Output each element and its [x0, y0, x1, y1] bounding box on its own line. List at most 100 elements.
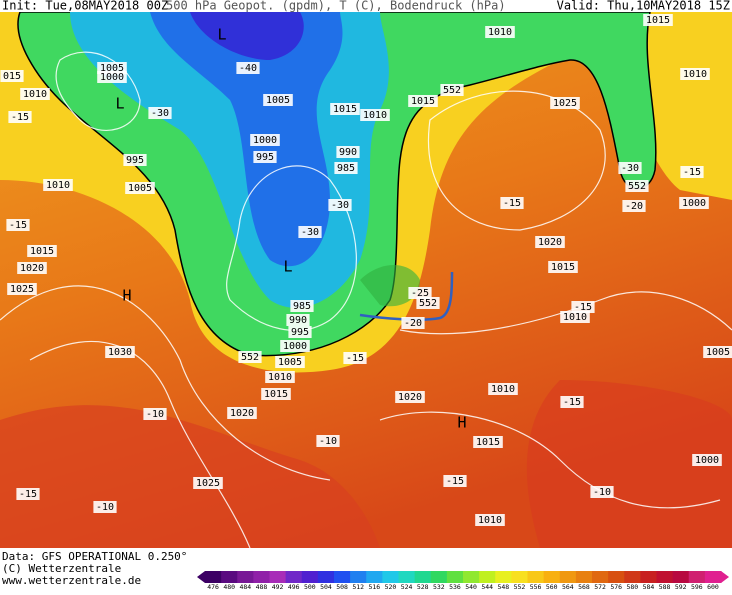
label-box	[330, 103, 360, 115]
website: www.wetterzentrale.de	[2, 574, 141, 587]
colorbar-label: 520	[385, 583, 397, 591]
label-box	[550, 97, 580, 109]
pressure-center: L	[217, 26, 226, 44]
contour-label: 1025	[553, 98, 577, 109]
colorbar-swatch	[559, 571, 577, 583]
label-box	[473, 436, 503, 448]
colorbar-label: 540	[465, 583, 477, 591]
label-box	[97, 71, 127, 83]
colorbar-arrow	[197, 571, 205, 583]
label-box	[7, 283, 37, 295]
contour-label: 1015	[333, 104, 357, 115]
contour-label: -30	[151, 108, 169, 119]
contour-label: 1000	[682, 198, 706, 209]
contour-label: 995	[291, 327, 309, 338]
colorbar-label: 552	[514, 583, 526, 591]
land	[360, 265, 420, 307]
label-box	[395, 391, 425, 403]
contour-label: 1020	[20, 263, 44, 274]
contour-label: -10	[96, 502, 114, 513]
contour-label: -15	[683, 167, 701, 178]
colorbar-label: 500	[304, 583, 316, 591]
contour-label: -20	[625, 201, 643, 212]
contour-label: 1015	[646, 15, 670, 26]
colorbar-swatch	[592, 571, 609, 583]
contour-label: -30	[331, 200, 349, 211]
colorbar-label: 576	[610, 583, 622, 591]
contour-label: 015	[3, 71, 21, 82]
contour-label: 1010	[563, 312, 587, 323]
contour-label: 1010	[268, 372, 292, 383]
label-box	[236, 62, 260, 74]
label-box	[692, 454, 722, 466]
colorbar-label: 504	[320, 583, 332, 591]
contour-label: 1000	[695, 455, 719, 466]
label-box	[16, 488, 40, 500]
valid-text: Valid: Thu,10MAY2018 15Z	[557, 0, 730, 13]
hot-field	[526, 380, 732, 548]
label-box	[571, 301, 595, 313]
colorbar-swatch	[285, 571, 303, 583]
label-box	[123, 154, 147, 166]
init-text: Init: Tue,08MAY2018 00Z	[2, 0, 168, 13]
colorbar-swatch	[495, 571, 512, 583]
colorbar-label: 508	[336, 583, 348, 591]
label-box	[265, 371, 295, 383]
colorbar-swatch	[624, 571, 641, 583]
label-box	[290, 300, 314, 312]
contour-label: 1000	[283, 341, 307, 352]
label-box	[343, 352, 367, 364]
label-box	[125, 182, 155, 194]
label-box	[261, 388, 291, 400]
label-box	[618, 162, 642, 174]
colorbar-label: 492	[272, 583, 284, 591]
colorbar-label: 568	[578, 583, 590, 591]
contour-label: 990	[339, 147, 357, 158]
label-box	[485, 26, 515, 38]
colorbar-label: 600	[707, 583, 719, 591]
contour-label: -25	[411, 288, 429, 299]
colorbar-label: 528	[417, 583, 429, 591]
colorbar-label: 532	[433, 583, 445, 591]
label-box	[143, 408, 167, 420]
label-box	[590, 486, 614, 498]
colorbar-swatch	[382, 571, 399, 583]
colorbar-swatch	[672, 571, 690, 583]
contour-label: 1020	[230, 408, 254, 419]
colorbar-label: 524	[401, 583, 413, 591]
colorbar-swatch	[575, 571, 593, 583]
colorbar-swatch	[237, 571, 254, 583]
contour-label: -30	[301, 227, 319, 238]
contour-label: -15	[503, 198, 521, 209]
colorbar-swatch	[608, 571, 625, 583]
colorbar-swatch	[527, 571, 545, 583]
deep-blue-field	[190, 12, 304, 60]
label-box	[625, 180, 649, 192]
label-box	[0, 70, 24, 82]
colorbar-label: 580	[626, 583, 638, 591]
label-box	[488, 383, 518, 395]
colorbar-swatch	[414, 571, 432, 583]
label-box	[703, 346, 732, 358]
label-box	[443, 475, 467, 487]
data-source: Data: GFS OPERATIONAL 0.250°	[2, 550, 187, 563]
label-box	[475, 514, 505, 526]
label-box	[280, 340, 310, 352]
label-box	[408, 95, 438, 107]
label-box	[408, 287, 432, 299]
contour-label: -10	[593, 487, 611, 498]
label-box	[643, 14, 673, 26]
colorbar-label: 560	[546, 583, 558, 591]
label-box	[360, 109, 390, 121]
colorbar-swatch	[543, 571, 561, 583]
colorbar-label: 556	[530, 583, 542, 591]
contour-label: 1030	[108, 347, 132, 358]
contour-label: -15	[9, 220, 27, 231]
label-box	[193, 477, 223, 489]
blue-field	[150, 12, 343, 267]
label-box	[148, 107, 172, 119]
colorbar-swatch	[366, 571, 383, 583]
contour-label: 1010	[683, 69, 707, 80]
colorbar-label: 544	[481, 583, 493, 591]
contour-label: 995	[126, 155, 144, 166]
